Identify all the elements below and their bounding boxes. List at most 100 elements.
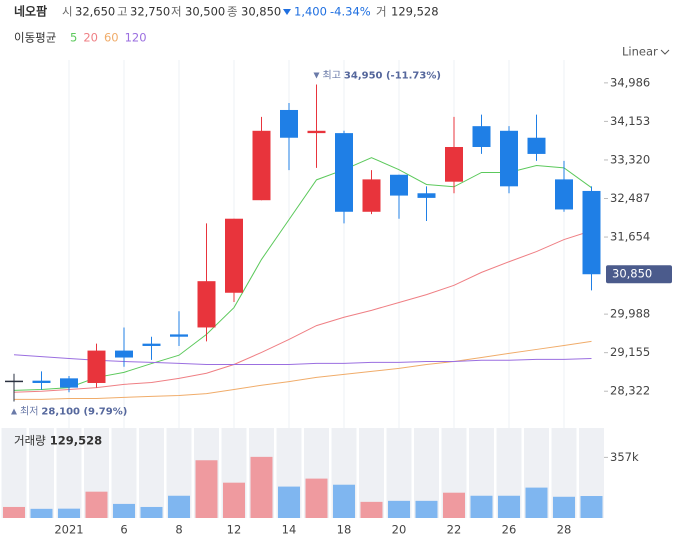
volume-bar: [333, 484, 355, 518]
candle-body: [582, 190, 601, 275]
change-pct: -4.34%: [330, 5, 371, 19]
x-tick-label: 28: [557, 523, 572, 537]
volume-title: 거래량: [14, 434, 46, 448]
candle-body: [87, 350, 106, 383]
last-price-label: 30,850: [612, 267, 652, 281]
annotation-arrow: [11, 408, 17, 415]
candle-body: [555, 179, 573, 210]
volume-bar: [250, 456, 273, 518]
candle-body: [362, 179, 381, 212]
y-tick-label: 29,988: [610, 307, 650, 321]
quote-value: 32,750: [130, 5, 170, 19]
volume-bar: [195, 460, 218, 518]
y-tick-label: 31,654: [610, 230, 650, 244]
volume-bar: [470, 495, 493, 518]
quote-label: 거: [376, 5, 387, 19]
y-tick-label: 32,487: [610, 191, 650, 205]
candle-body: [307, 130, 326, 134]
candle-body: [417, 193, 436, 198]
volume-bar: [580, 496, 603, 518]
moving-average: [14, 340, 592, 400]
candle-body: [252, 130, 271, 201]
candle-body: [280, 109, 298, 138]
y-tick-label: 28,322: [610, 384, 650, 398]
last-price-badge: [606, 265, 672, 284]
chevron[interactable]: [660, 49, 670, 55]
legend-entry: 120: [125, 31, 147, 45]
candle-body: [390, 174, 408, 196]
volume-bar: [278, 486, 300, 518]
moving-average: [13, 354, 592, 365]
candle-body: [115, 350, 133, 358]
down-arrow: [283, 9, 291, 15]
annotation-text: 28,100 (9.79%): [41, 406, 127, 417]
volume-bar: [85, 491, 108, 518]
quote-label: 저: [171, 5, 182, 19]
quote-label: 고: [117, 5, 128, 19]
quote-value: 30,850: [241, 5, 281, 19]
candle-body: [335, 133, 353, 212]
legend-entry: 60: [104, 31, 119, 45]
volume-bar: [30, 508, 53, 518]
volume-column: [29, 428, 54, 518]
volume-bar: [223, 482, 245, 518]
candle-body: [60, 378, 78, 388]
stock-name: 네오팜: [14, 4, 47, 19]
candle-body: [472, 126, 491, 147]
volume-bar: [443, 492, 465, 518]
x-tick-label: 12: [227, 523, 242, 537]
quote-value: 30,500: [185, 5, 225, 19]
annotation-text: 34,950 (-11.73%): [344, 71, 441, 82]
volume-bar: [415, 500, 438, 518]
volume-column: [1, 428, 27, 518]
x-tick-label: 22: [447, 523, 462, 537]
moving-average: [13, 230, 592, 393]
volume-column: [139, 428, 164, 518]
annotation-label: 최고: [323, 70, 341, 82]
x-tick-label: 20: [392, 523, 407, 537]
candle-body: [527, 137, 546, 154]
volume-bar: [525, 487, 548, 518]
candle-body: [5, 380, 23, 383]
y-tick-label: 34,153: [610, 114, 650, 128]
moving-average: [13, 157, 592, 391]
scale-mode[interactable]: Linear: [622, 45, 658, 59]
quote-value: 32,650: [75, 5, 115, 19]
candle-body: [197, 281, 216, 328]
legend-title: 이동평균: [14, 31, 56, 45]
volume-bar: [113, 503, 135, 518]
quote-label: 종: [227, 5, 238, 19]
volume-bar: [360, 501, 383, 518]
x-tick-label: 2021: [54, 523, 83, 537]
x-tick-label: 14: [282, 523, 297, 537]
candle-body: [170, 334, 188, 337]
y-tick-label: 357k: [610, 450, 639, 464]
x-tick-label: 8: [175, 523, 182, 537]
volume-bar: [498, 495, 520, 518]
header: 네오팜 시 32,650 고 32,750 저 30,500 종 30,850 …: [14, 4, 670, 59]
x-tick-label: 6: [120, 523, 127, 537]
y-tick-label: 33,320: [610, 152, 650, 166]
x-tick-label: 18: [337, 523, 352, 537]
quote-value: 129,528: [391, 5, 439, 19]
legend-entry: 20: [83, 31, 98, 45]
volume-bar: [3, 506, 25, 518]
y-tick-label: 34,986: [610, 75, 650, 89]
candle-body: [500, 130, 518, 187]
volume-current: 129,528: [50, 434, 102, 448]
annotation-arrow: [313, 72, 320, 79]
annotation-label: 최저: [20, 405, 38, 417]
candle-body: [32, 380, 51, 383]
change: 1,400: [294, 5, 327, 19]
volume-bar: [168, 495, 190, 518]
quote-label: 시: [62, 5, 73, 19]
volume-bar: [553, 496, 575, 518]
candle-body: [142, 343, 161, 346]
legend-entry: 5: [70, 31, 77, 45]
volume-bar: [58, 508, 80, 518]
y-tick-label: 29,155: [610, 345, 650, 359]
candle-body: [225, 218, 243, 293]
candle-body: [445, 146, 463, 182]
x-tick-label: 26: [502, 523, 517, 537]
